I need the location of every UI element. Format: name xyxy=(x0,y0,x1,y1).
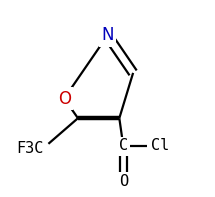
Text: O: O xyxy=(58,89,71,108)
Text: O: O xyxy=(119,174,128,189)
Text: F3C: F3C xyxy=(16,141,43,156)
Text: Cl: Cl xyxy=(151,138,169,153)
Text: C: C xyxy=(119,138,128,153)
Text: N: N xyxy=(101,26,114,45)
